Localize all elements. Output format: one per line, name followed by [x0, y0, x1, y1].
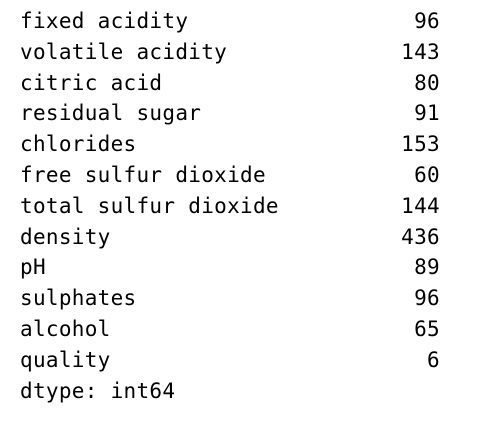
series-row: citric acid 80 [20, 68, 440, 99]
series-row: residual sugar 91 [20, 98, 440, 129]
row-value: 96 [414, 9, 440, 33]
row-label: sulphates [20, 286, 137, 311]
row-label: density [20, 224, 111, 249]
row-value: 65 [414, 316, 440, 341]
row-label: chlorides [20, 132, 137, 157]
row-label: residual sugar [20, 101, 202, 126]
row-value: 96 [414, 286, 440, 311]
row-label: alcohol [20, 316, 111, 341]
series-row: fixed acidity 96 [20, 6, 440, 37]
row-value: 153 [401, 132, 440, 157]
series-row: quality 6 [20, 345, 440, 376]
series-row: free sulfur dioxide 60 [20, 160, 440, 191]
series-row: volatile acidity 143 [20, 37, 440, 68]
series-row: chlorides 153 [20, 129, 440, 160]
series-row: total sulfur dioxide 144 [20, 191, 440, 222]
series-output: fixed acidity 96 volatile acidity 143 ci… [20, 6, 440, 406]
row-label: citric acid [20, 70, 163, 95]
row-value: 144 [401, 193, 440, 218]
row-label: pH [20, 255, 46, 280]
row-value: 60 [414, 162, 440, 187]
row-value: 436 [401, 224, 440, 249]
row-value: 80 [414, 70, 440, 95]
series-row: pH 89 [20, 252, 440, 283]
row-label: free sulfur dioxide [20, 162, 266, 187]
series-row: density 436 [20, 222, 440, 253]
row-label: fixed acidity [20, 9, 189, 33]
row-value: 89 [414, 255, 440, 280]
dtype-line: dtype: int64 [20, 378, 176, 403]
series-row: sulphates 96 [20, 283, 440, 314]
row-label: quality [20, 347, 111, 372]
row-label: volatile acidity [20, 39, 228, 64]
row-value: 6 [427, 347, 440, 372]
row-label: total sulfur dioxide [20, 193, 279, 218]
row-value: 91 [414, 101, 440, 126]
series-row: alcohol 65 [20, 314, 440, 345]
row-value: 143 [401, 39, 440, 64]
